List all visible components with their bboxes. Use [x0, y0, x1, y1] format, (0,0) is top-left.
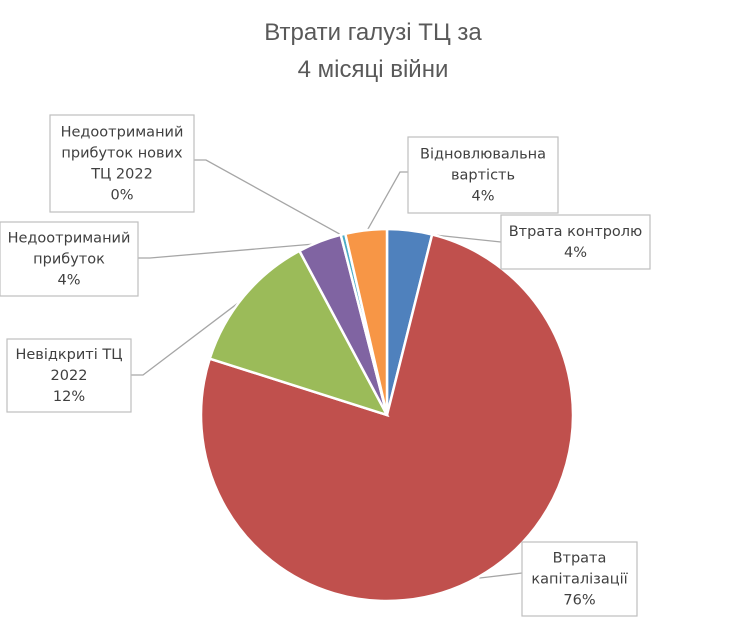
leader-line: [194, 159, 344, 237]
data-label-percent: 4%: [564, 245, 587, 261]
leader-line: [138, 242, 321, 259]
pie-slices: [199, 227, 575, 603]
pie-slice: [208, 249, 390, 418]
data-label-box: [6, 338, 132, 413]
data-label: Відновлювальна вартість 4%: [407, 136, 559, 214]
data-label-percent: 4%: [471, 189, 494, 205]
data-label-percent: 12%: [53, 389, 85, 405]
data-label-box: [521, 541, 638, 617]
data-label-category: Відновлювальна: [420, 147, 546, 163]
chart-title-line: 4 місяці війни: [298, 56, 449, 83]
data-label: Невідкриті ТЦ 2022 12%: [6, 338, 132, 413]
data-label-percent: 76%: [563, 593, 595, 609]
data-label: Втрата контролю 4%: [500, 214, 651, 270]
data-label-category: капіталізації: [531, 572, 628, 588]
leader-line: [365, 171, 408, 233]
data-label: Втрата капіталізації 76%: [521, 541, 638, 617]
data-label-category: Невідкриті ТЦ: [15, 347, 122, 363]
data-label-box: [407, 136, 559, 214]
leader-lines: [131, 159, 523, 579]
data-label-box: [500, 214, 651, 270]
data-labels: Втрата контролю 4% Втрата капіталізації 76% Н…: [0, 114, 651, 617]
data-label-category: 2022: [51, 368, 88, 384]
pie-slice: [343, 227, 389, 416]
data-label-percent: 4%: [57, 273, 80, 289]
chart-title: Втрати галузі ТЦ за 4 місяці війни: [264, 19, 482, 83]
data-label-box: [0, 221, 139, 297]
data-label-category: прибуток нових: [61, 146, 183, 162]
data-label-category: Втрата: [553, 551, 607, 567]
pie-slice: [199, 233, 575, 603]
data-label-category: Недоотриманий: [61, 125, 184, 141]
data-label-category: вартість: [451, 168, 515, 184]
data-label-category: Недоотриманий: [8, 231, 131, 247]
data-label-percent: 0%: [110, 188, 133, 204]
data-label-category: прибуток: [33, 252, 105, 268]
chart-title-line: Втрати галузі ТЦ за: [264, 19, 482, 46]
data-label-category: ТЦ 2022: [90, 167, 153, 183]
data-label-box: [49, 114, 195, 213]
data-label-category: Втрата контролю: [509, 224, 643, 240]
data-label: Недоотриманий прибуток 4%: [0, 221, 139, 297]
data-label: Недоотриманий прибуток нових ТЦ 2022 0%: [49, 114, 195, 213]
leader-line: [131, 296, 246, 376]
